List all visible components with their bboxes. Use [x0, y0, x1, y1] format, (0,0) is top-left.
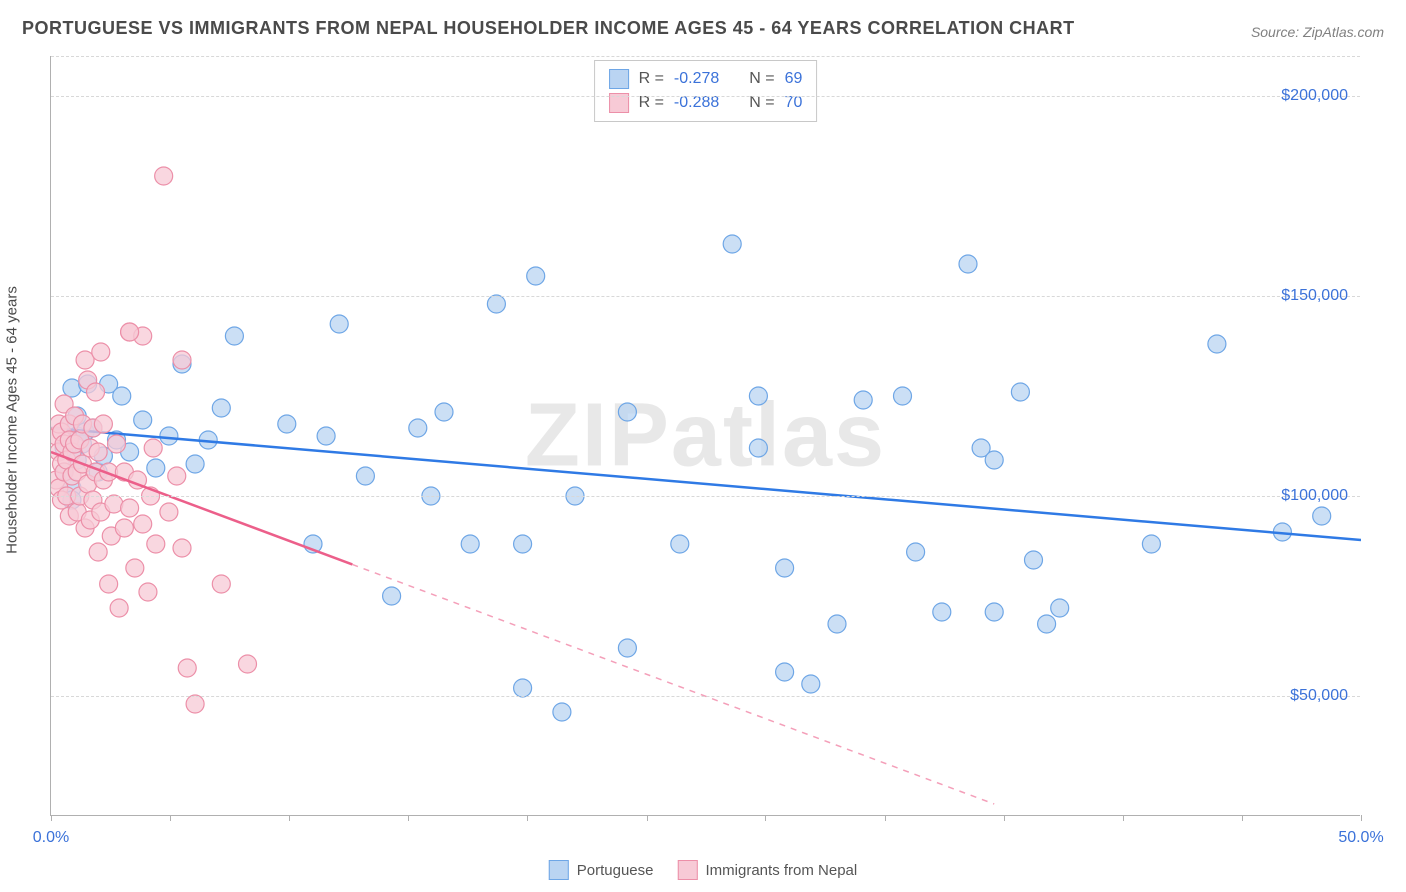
y-tick-label: $50,000	[1290, 687, 1348, 705]
legend-row-portuguese: R = -0.278 N = 69	[609, 67, 803, 91]
x-tick	[51, 815, 52, 821]
x-tick	[170, 815, 171, 821]
legend-label-nepal: Immigrants from Nepal	[706, 862, 858, 879]
swatch-nepal	[678, 860, 698, 880]
legend-item-portuguese: Portuguese	[549, 860, 654, 880]
x-tick	[527, 815, 528, 821]
y-tick-label: $100,000	[1281, 487, 1348, 505]
legend-row-nepal: R = -0.288 N = 70	[609, 91, 803, 115]
y-tick-label: $150,000	[1281, 287, 1348, 305]
correlation-legend: R = -0.278 N = 69 R = -0.288 N = 70	[594, 60, 818, 122]
gridline-horizontal	[51, 296, 1360, 297]
x-tick	[289, 815, 290, 821]
x-tick	[408, 815, 409, 821]
gridline-horizontal	[51, 96, 1360, 97]
y-tick-label: $200,000	[1281, 87, 1348, 105]
chart-plot-area: ZIPatlas R = -0.278 N = 69 R = -0.288 N …	[50, 56, 1360, 816]
gridline-horizontal	[51, 56, 1360, 57]
x-tick-label: 50.0%	[1338, 829, 1383, 847]
source-attribution: Source: ZipAtlas.com	[1251, 24, 1384, 40]
x-tick	[647, 815, 648, 821]
x-tick-label: 0.0%	[33, 829, 69, 847]
legend-label-portuguese: Portuguese	[577, 862, 654, 879]
series-legend: Portuguese Immigrants from Nepal	[549, 860, 857, 880]
x-tick	[1242, 815, 1243, 821]
x-tick	[1123, 815, 1124, 821]
r-value-portuguese: -0.278	[674, 70, 719, 88]
n-label: N =	[749, 70, 774, 88]
gridline-horizontal	[51, 496, 1360, 497]
n-value-portuguese: 69	[785, 70, 803, 88]
gridline-horizontal	[51, 696, 1360, 697]
r-label: R =	[639, 70, 664, 88]
scatter-plot-svg	[51, 56, 1361, 816]
x-tick	[1004, 815, 1005, 821]
swatch-portuguese	[609, 69, 629, 89]
y-axis-title: Householder Income Ages 45 - 64 years	[4, 286, 21, 554]
swatch-portuguese	[549, 860, 569, 880]
chart-title: PORTUGUESE VS IMMIGRANTS FROM NEPAL HOUS…	[22, 18, 1075, 39]
x-tick	[885, 815, 886, 821]
x-tick	[765, 815, 766, 821]
x-tick	[1361, 815, 1362, 821]
legend-item-nepal: Immigrants from Nepal	[678, 860, 858, 880]
